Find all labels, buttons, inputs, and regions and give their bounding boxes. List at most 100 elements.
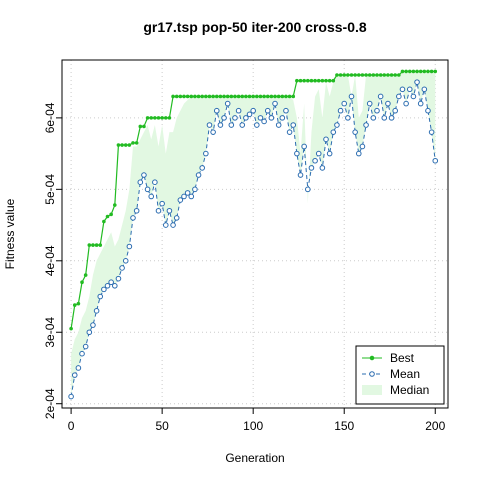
mean-point	[195, 172, 202, 178]
best-point	[327, 78, 332, 83]
legend-swatch	[362, 385, 382, 395]
mean-point	[86, 329, 93, 336]
best-point	[236, 94, 241, 99]
legend-label: Best	[390, 351, 415, 365]
y-tick-label: 6e-04	[43, 102, 57, 133]
mean-point	[232, 115, 238, 121]
best-point	[309, 78, 314, 83]
best-point	[207, 94, 212, 99]
best-point	[87, 243, 92, 247]
mean-point	[421, 86, 428, 93]
mean-point	[254, 122, 260, 128]
best-point	[200, 94, 204, 99]
best-point	[69, 326, 73, 331]
mean-point	[319, 165, 326, 171]
mean-point	[162, 222, 169, 228]
mean-point	[206, 122, 213, 128]
mean-point	[246, 111, 253, 118]
best-point	[94, 243, 99, 247]
mean-point	[392, 107, 398, 114]
mean-point	[141, 172, 147, 178]
mean-point	[177, 197, 184, 203]
best-point	[353, 73, 357, 77]
best-point	[269, 94, 274, 99]
mean-point	[326, 150, 333, 157]
median-area	[71, 71, 436, 397]
x-tick-label: 150	[334, 419, 354, 433]
best-point	[233, 94, 237, 99]
best-point	[400, 69, 405, 74]
mean-point	[341, 100, 348, 107]
best-point	[386, 73, 390, 77]
best-point	[145, 116, 150, 120]
mean-point	[323, 136, 329, 143]
mean-point	[170, 222, 176, 228]
best-point	[273, 94, 277, 99]
mean-point	[239, 122, 246, 128]
mean-point	[330, 129, 337, 135]
best-point	[280, 94, 285, 99]
mean-point	[396, 93, 402, 100]
mean-point	[82, 343, 89, 350]
best-point	[284, 94, 288, 99]
legend-label: Median	[390, 383, 429, 397]
best-point	[247, 94, 252, 99]
best-point	[331, 78, 336, 83]
best-point	[109, 212, 113, 217]
mean-point	[155, 207, 162, 214]
best-point	[167, 116, 172, 120]
mean-point	[363, 122, 369, 128]
legend-swatch	[369, 355, 375, 361]
best-point	[378, 73, 383, 77]
mean-point	[283, 107, 289, 114]
best-point	[375, 73, 379, 77]
best-point	[371, 73, 376, 77]
mean-point	[374, 107, 380, 114]
best-point	[193, 94, 197, 99]
best-point	[258, 94, 263, 99]
mean-point	[144, 186, 151, 193]
mean-point	[173, 215, 180, 221]
mean-point	[203, 150, 209, 157]
best-point	[171, 94, 175, 99]
mean-point	[130, 215, 136, 221]
best-point	[415, 69, 419, 74]
mean-point	[294, 150, 300, 157]
mean-point	[217, 122, 224, 128]
mean-point	[355, 150, 362, 157]
best-point	[306, 78, 310, 83]
best-point	[429, 69, 434, 74]
mean-point	[115, 275, 122, 282]
best-point	[367, 73, 372, 77]
mean-point	[250, 107, 256, 114]
best-point	[276, 94, 281, 99]
best-point	[433, 69, 438, 74]
mean-point	[221, 115, 227, 121]
best-point	[302, 78, 306, 83]
y-axis-label: Fitness value	[3, 198, 17, 269]
mean-point	[417, 100, 424, 107]
best-point	[407, 69, 412, 74]
mean-point	[68, 393, 74, 400]
best-point	[404, 69, 408, 74]
best-point	[196, 94, 201, 99]
best-point	[83, 273, 88, 277]
best-point	[411, 69, 416, 74]
mean-point	[297, 172, 304, 178]
mean-point	[119, 265, 125, 271]
best-point	[156, 116, 161, 120]
best-point	[160, 116, 164, 120]
mean-point	[243, 115, 249, 121]
best-point	[426, 69, 430, 74]
best-point	[211, 94, 215, 99]
mean-point	[366, 100, 373, 107]
mean-point	[159, 200, 165, 207]
best-point	[105, 214, 110, 219]
mean-point	[305, 186, 311, 193]
best-point	[174, 94, 179, 99]
y-tick-label: 4e-04	[43, 245, 57, 276]
best-point	[393, 73, 397, 77]
mean-point	[308, 165, 315, 171]
best-point	[149, 116, 154, 120]
best-point	[80, 280, 84, 285]
